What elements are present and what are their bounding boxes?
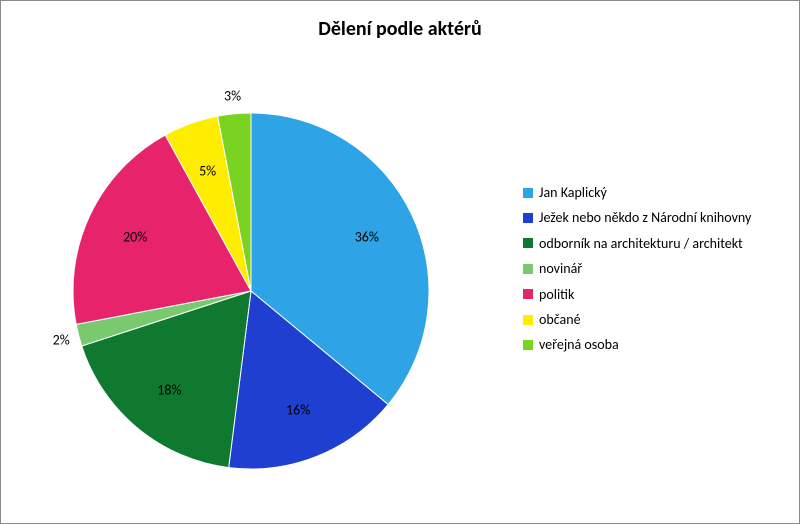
legend-label: občané bbox=[539, 312, 581, 327]
chart-title: Dělení podle aktérů bbox=[1, 17, 799, 41]
slice-label: 2% bbox=[53, 331, 70, 348]
legend-item: novinář bbox=[523, 261, 751, 276]
slice-label: 3% bbox=[224, 87, 241, 104]
legend-label: Jan Kaplický bbox=[539, 185, 607, 200]
legend-item: občané bbox=[523, 312, 751, 327]
legend-label: Ježek nebo někdo z Národní knihovny bbox=[539, 210, 751, 225]
slice-label: 36% bbox=[355, 228, 379, 245]
legend-label: odborník na architekturu / architekt bbox=[539, 236, 743, 251]
legend: Jan Kaplický Ježek nebo někdo z Národní k… bbox=[523, 185, 751, 363]
legend-swatch bbox=[523, 289, 533, 299]
legend-swatch bbox=[523, 213, 533, 223]
legend-item: veřejná osoba bbox=[523, 337, 751, 352]
legend-item: politik bbox=[523, 287, 751, 302]
slice-label: 16% bbox=[286, 402, 310, 419]
legend-swatch bbox=[523, 188, 533, 198]
slice-label: 18% bbox=[157, 381, 181, 398]
legend-swatch bbox=[523, 315, 533, 325]
legend-swatch bbox=[523, 238, 533, 248]
slice-label: 20% bbox=[123, 228, 147, 245]
legend-swatch bbox=[523, 340, 533, 350]
legend-label: veřejná osoba bbox=[539, 337, 619, 352]
legend-item: odborník na architekturu / architekt bbox=[523, 236, 751, 251]
chart-container: Dělení podle aktérů 36% 16% 18% 2% 20% 5% 3% J… bbox=[0, 0, 800, 524]
legend-item: Jan Kaplický bbox=[523, 185, 751, 200]
legend-label: politik bbox=[539, 287, 574, 302]
legend-label: novinář bbox=[539, 261, 582, 276]
legend-swatch bbox=[523, 264, 533, 274]
legend-item: Ježek nebo někdo z Národní knihovny bbox=[523, 210, 751, 225]
pie-chart: 36% 16% 18% 2% 20% 5% 3% bbox=[13, 53, 489, 524]
slice-label: 5% bbox=[199, 162, 216, 179]
